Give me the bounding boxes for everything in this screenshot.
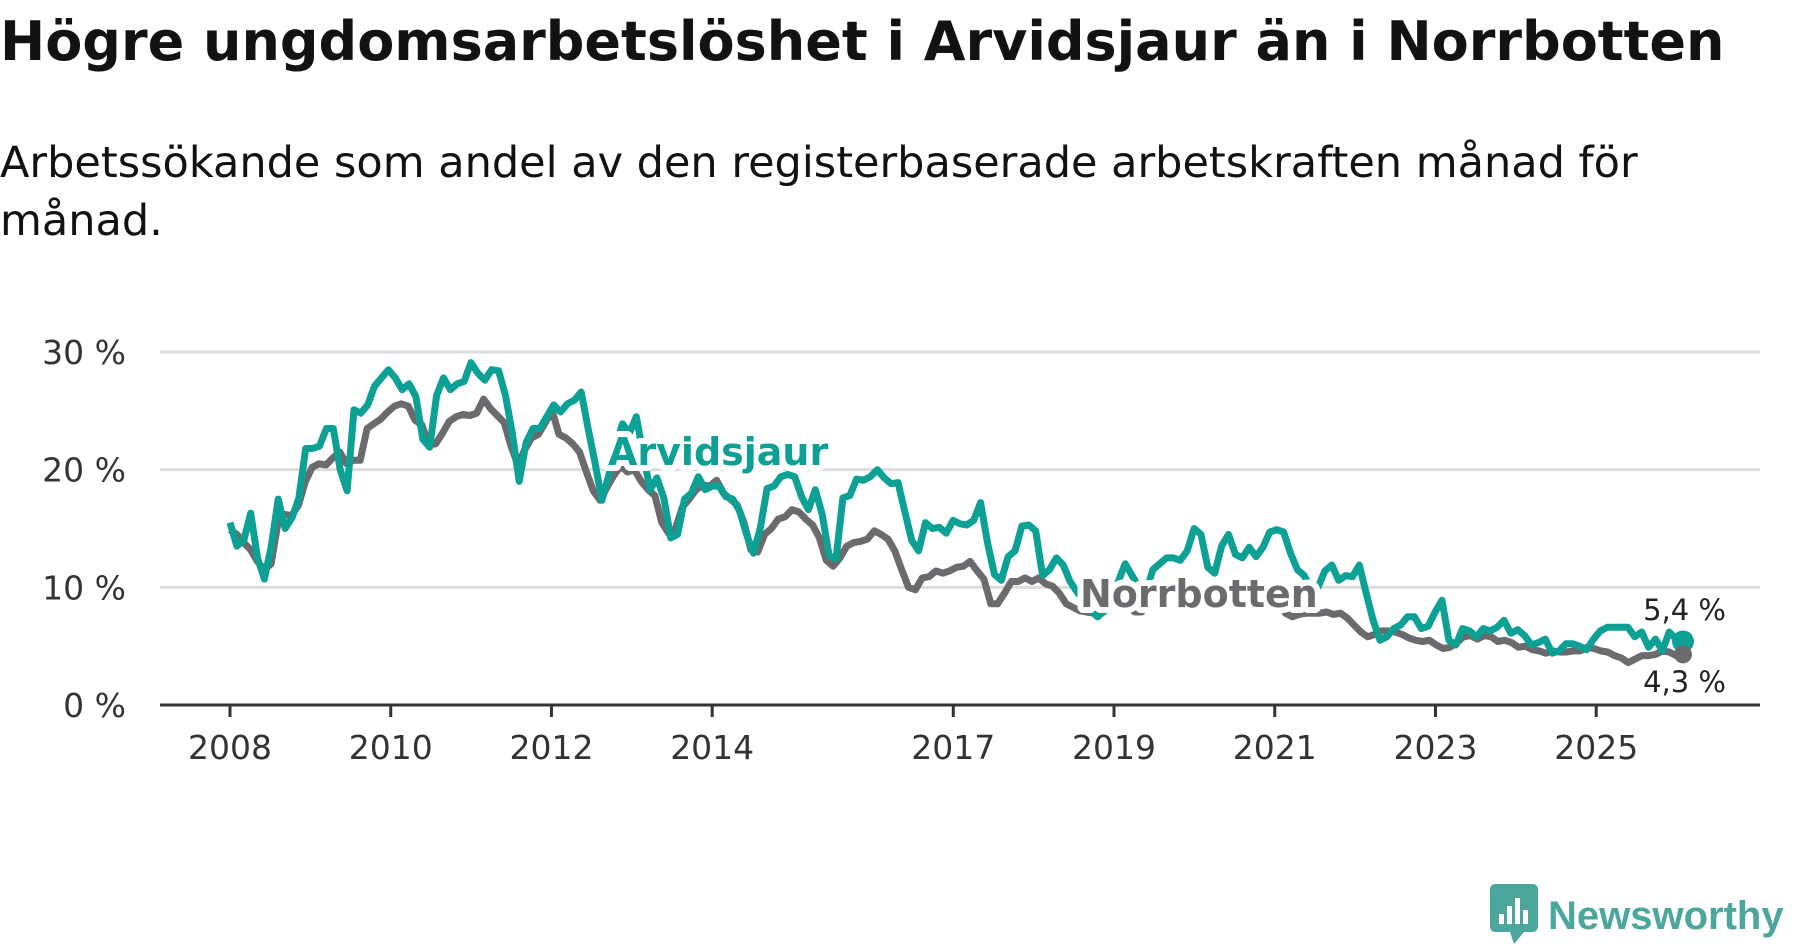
x-tick-label: 2008: [188, 728, 272, 767]
series-line-norrbotten: [228, 395, 1684, 667]
chart-subtitle: Arbetssökande som andel av den registerb…: [0, 138, 1638, 246]
series-labels: Arvidsjaur Norrbotten 5,4 % 4,3 %: [602, 424, 1730, 703]
y-tick-label: 0 %: [63, 686, 126, 725]
series-lines: [226, 359, 1694, 667]
end-value-label-arvidsjaur: 5,4 %: [1643, 593, 1726, 627]
x-tick-label: 2012: [509, 728, 593, 767]
x-tick-label: 2019: [1072, 728, 1156, 767]
chart-title: Högre ungdomsarbetslöshet i Arvidsjaur ä…: [0, 10, 1725, 73]
newsworthy-brand: Newsworthy: [1490, 884, 1800, 948]
x-tick-label: 2021: [1233, 728, 1317, 767]
x-tick-label: 2010: [349, 728, 433, 767]
series-label-norrbotten: Norrbotten: [1080, 572, 1318, 616]
y-tick-label: 20 %: [42, 451, 126, 490]
y-tick-label: 10 %: [42, 568, 126, 607]
x-tick-label: 2017: [911, 728, 995, 767]
brand-name: Newsworthy: [1548, 893, 1784, 938]
x-tick-label: 2014: [670, 728, 754, 767]
end-point-norrbotten: [1674, 645, 1692, 664]
end-value-label-norrbotten: 4,3 %: [1643, 665, 1726, 699]
newsworthy-logo-icon: [1490, 884, 1538, 948]
series-label-arvidsjaur: Arvidsjaur: [608, 430, 828, 474]
end-point-arvidsjaur: [1672, 630, 1694, 653]
series-line-arvidsjaur: [226, 359, 1685, 657]
x-tick-label: 2025: [1554, 728, 1638, 767]
y-tick-label: 30 %: [42, 333, 126, 372]
y-tick-labels: 0 % 10 % 20 % 30 %: [42, 333, 126, 725]
x-tick-label: 2023: [1393, 728, 1477, 767]
gridlines: [160, 350, 1760, 589]
line-chart: 0 % 10 % 20 % 30 % 2008 2010 2012 2014 2017 2019…: [42, 333, 1760, 767]
x-tick-labels: 2008 2010 2012 2014 2017 2019 2021 2023 2025: [188, 705, 1638, 767]
